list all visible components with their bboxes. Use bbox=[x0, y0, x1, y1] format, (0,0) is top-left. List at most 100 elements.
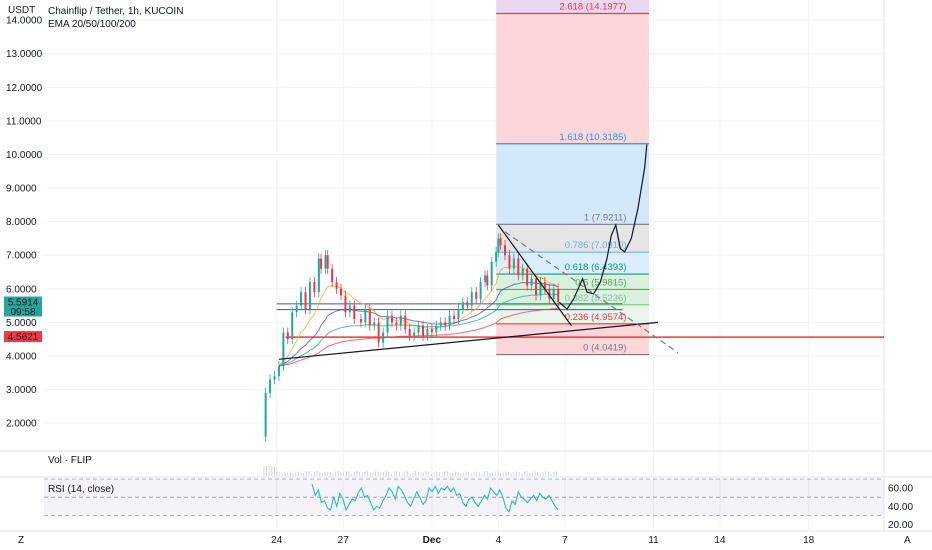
y-tick-label: 9.0000 bbox=[6, 184, 37, 195]
y-tick-label: 6.0000 bbox=[6, 284, 37, 295]
candle-body bbox=[331, 268, 334, 283]
candle-body bbox=[426, 329, 429, 336]
candle-body bbox=[386, 315, 389, 333]
fib-label: 0.236 (4.9574) bbox=[565, 312, 627, 323]
candle-body bbox=[377, 322, 380, 343]
volume-bar bbox=[367, 471, 369, 476]
volume-bar bbox=[337, 471, 339, 476]
volume-bar bbox=[329, 472, 331, 476]
fib-levels: 2.618 (14.1977) 1.618 (10.3185) 1 (7.9211)… bbox=[496, 2, 650, 356]
candle-body bbox=[543, 282, 546, 289]
volume-bar bbox=[407, 471, 408, 476]
volume-bar bbox=[550, 473, 552, 476]
rsi-tick-label: 40.00 bbox=[888, 502, 913, 513]
x-tick-label: 18 bbox=[803, 535, 815, 546]
fib-label: 1 (7.9211) bbox=[584, 212, 627, 223]
fib-label: 1.618 (10.3185) bbox=[559, 132, 626, 143]
fib-label: 0.786 (7.0910) bbox=[565, 240, 627, 251]
ema-line bbox=[278, 293, 559, 367]
volume-bar bbox=[481, 473, 483, 476]
fib-label: 0.618 (6.4393) bbox=[565, 262, 627, 273]
volume-bar bbox=[385, 471, 387, 476]
candle-body bbox=[373, 322, 376, 326]
y-tick-label: 2.0000 bbox=[6, 419, 37, 430]
volume-bar bbox=[476, 471, 478, 476]
volume-bar bbox=[441, 473, 443, 476]
volume-bar bbox=[409, 472, 411, 476]
y-tick-label: 10.0000 bbox=[6, 150, 43, 161]
volume-bar bbox=[313, 472, 315, 476]
fib-zone bbox=[496, 252, 650, 275]
volume-bar bbox=[553, 471, 555, 476]
volume-bar bbox=[508, 471, 510, 476]
projection-path bbox=[558, 144, 648, 310]
volume-bar bbox=[422, 472, 424, 476]
volume-bar bbox=[548, 471, 549, 476]
zoom-toggle-left[interactable]: Z bbox=[18, 535, 24, 546]
volume-bar bbox=[311, 473, 313, 476]
candle-body bbox=[490, 261, 493, 286]
volume-bar bbox=[433, 471, 435, 476]
rsi-line bbox=[311, 484, 559, 513]
candle-body bbox=[497, 238, 500, 252]
x-tick-label: 11 bbox=[648, 535, 659, 546]
volume-bar bbox=[361, 473, 363, 476]
volume-bar bbox=[428, 471, 430, 476]
volume-bar bbox=[377, 471, 379, 476]
candle-body bbox=[324, 255, 327, 269]
volume-bar bbox=[316, 471, 318, 476]
volume-bar bbox=[375, 471, 377, 476]
candle-body bbox=[277, 366, 280, 377]
volume-bar bbox=[555, 471, 557, 476]
volume-bar bbox=[319, 471, 321, 476]
volume-bar bbox=[353, 472, 355, 476]
volume-bar bbox=[274, 466, 275, 476]
candle-body bbox=[484, 275, 487, 283]
candle-body bbox=[273, 376, 276, 380]
candle-body bbox=[453, 315, 456, 320]
candle-body bbox=[486, 275, 489, 286]
volume-bar bbox=[391, 473, 392, 476]
auto-scale-toggle[interactable]: A bbox=[904, 535, 911, 546]
fib-zone bbox=[496, 323, 650, 355]
grid bbox=[0, 0, 932, 532]
volume-bar bbox=[303, 472, 305, 476]
volume-bar bbox=[478, 472, 480, 476]
volume-bar bbox=[457, 471, 459, 476]
volume-bar bbox=[287, 471, 289, 476]
fib-label: 0.5 (5.9815) bbox=[575, 277, 626, 288]
candle-body bbox=[539, 282, 542, 296]
axes: 14.0000 13.0000 12.0000 11.0000 10.0000 9.000… bbox=[6, 16, 815, 546]
candle-body bbox=[535, 278, 538, 296]
candle-body bbox=[499, 238, 502, 246]
candle-body bbox=[457, 308, 460, 320]
volume-bar bbox=[510, 473, 512, 476]
price-badge-value: 4.5621 bbox=[8, 332, 39, 343]
candle-body bbox=[317, 258, 320, 293]
candle-body bbox=[359, 319, 362, 323]
volume-bar bbox=[292, 473, 294, 476]
candle-body bbox=[526, 268, 529, 286]
volume-bar bbox=[465, 471, 467, 476]
volume-bar bbox=[380, 473, 382, 476]
volume-bar bbox=[446, 471, 448, 476]
volume-bar bbox=[494, 471, 496, 476]
rsi-pane: 60.00 40.00 20.00 bbox=[44, 478, 913, 531]
volume-bar bbox=[369, 472, 371, 476]
candle-body bbox=[382, 332, 385, 343]
candle-body bbox=[417, 325, 420, 333]
volume-bar bbox=[383, 472, 385, 476]
candle-body bbox=[508, 255, 511, 269]
y-tick-label: 12.0000 bbox=[6, 83, 43, 94]
volume-bar bbox=[444, 471, 446, 476]
currency-label: USDT bbox=[8, 5, 35, 16]
volume-bar bbox=[290, 472, 291, 476]
candle-body bbox=[408, 329, 411, 336]
candle-body bbox=[430, 329, 433, 333]
volume-bar bbox=[486, 471, 488, 476]
volume-bar bbox=[430, 473, 432, 476]
price-series bbox=[264, 233, 560, 442]
y-tick-label: 3.0000 bbox=[6, 385, 37, 396]
volume-bar bbox=[359, 471, 361, 476]
